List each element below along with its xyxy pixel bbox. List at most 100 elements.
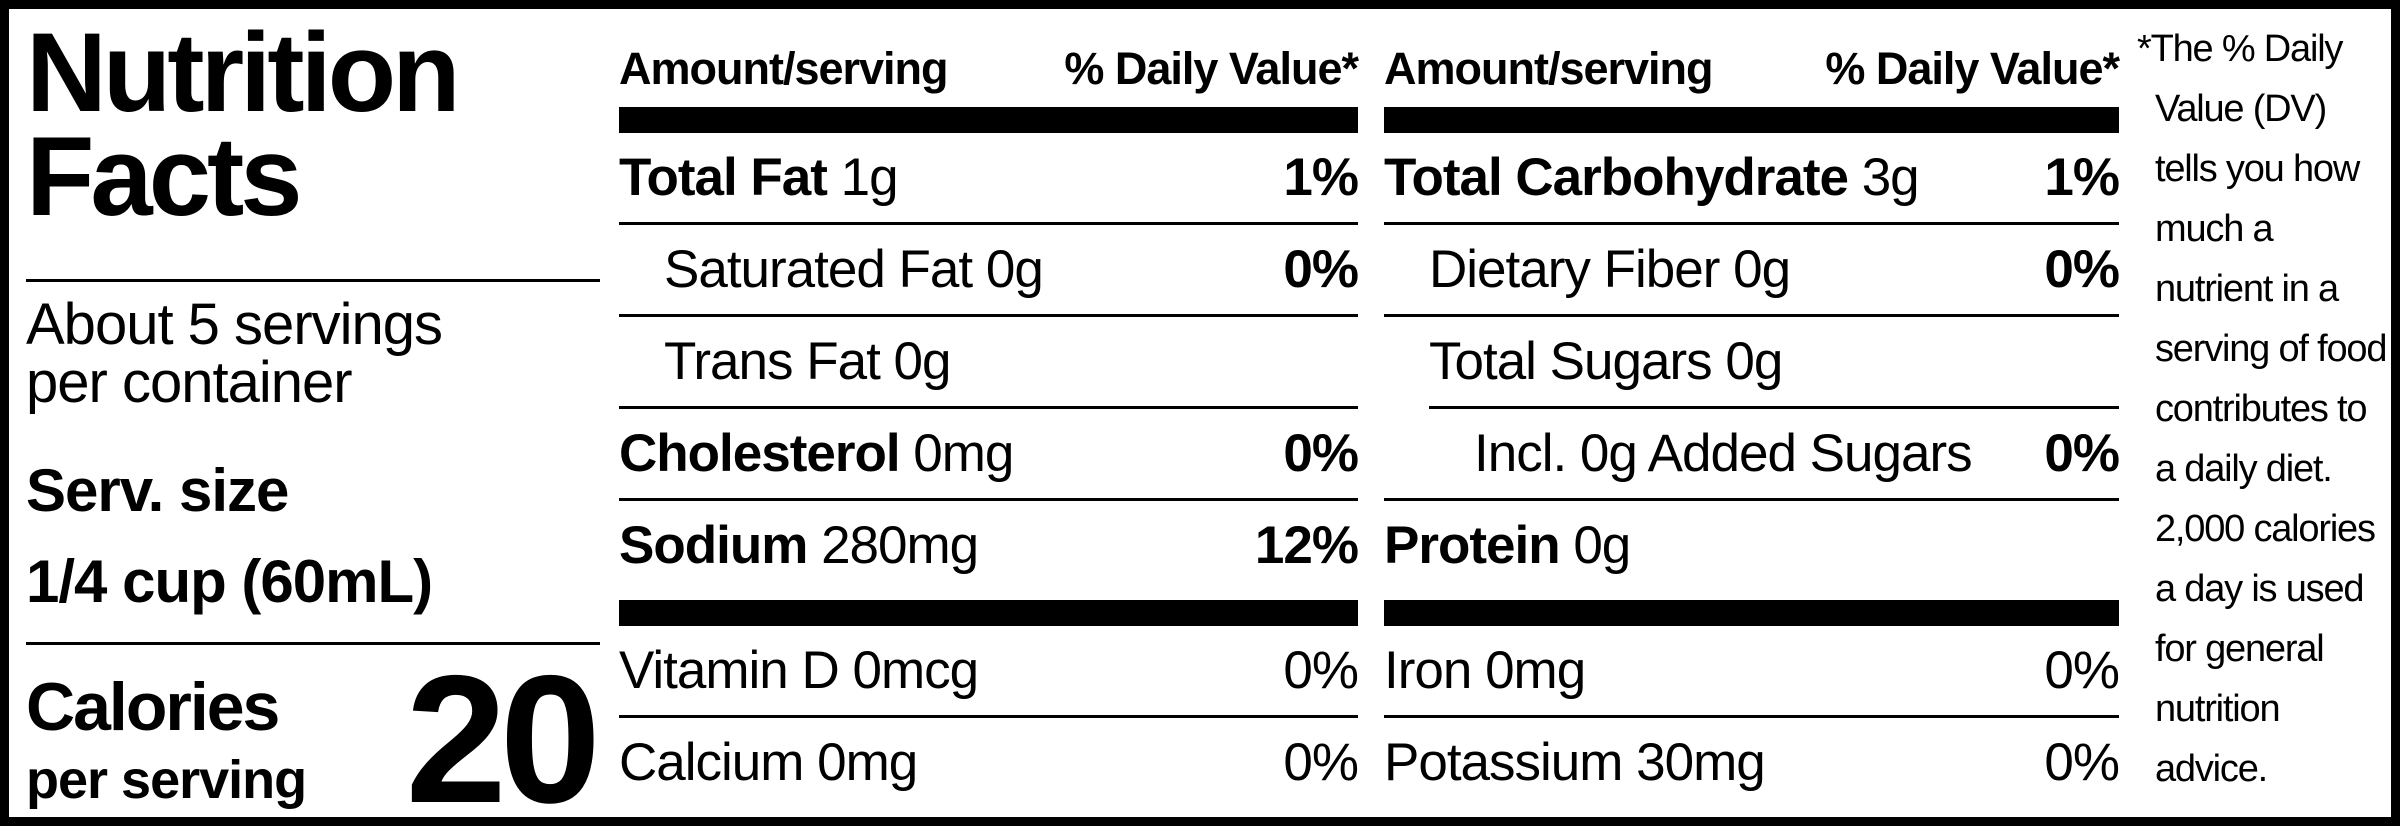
calories-value: 20 bbox=[405, 637, 601, 826]
nutrient-name-amount: Iron 0mg bbox=[1384, 640, 1586, 701]
divider bbox=[26, 642, 600, 646]
nutrient-name: Trans Fat bbox=[664, 332, 881, 391]
footnote-line: a day is used bbox=[2155, 568, 2365, 610]
nutrient-daily-value: 0% bbox=[2044, 240, 2120, 299]
nutrient-amount: 0g bbox=[1573, 516, 1631, 575]
row-separator bbox=[1384, 498, 2119, 501]
serving-size-label: Serv. size bbox=[26, 457, 289, 525]
amount-serving-header: Amount/serving bbox=[619, 43, 949, 94]
nutrient-row: Sodium 280mg 12% bbox=[619, 501, 1359, 590]
footnote-line: a daily diet. bbox=[2155, 448, 2333, 490]
footnote-line: advice. bbox=[2155, 748, 2268, 790]
row-separator bbox=[619, 222, 1358, 225]
row-separator bbox=[1384, 222, 2119, 225]
nutrient-row: Cholesterol 0mg 0% bbox=[619, 409, 1359, 498]
calories-section: Calories per serving 20 bbox=[26, 637, 601, 826]
nutrient-daily-value: 0% bbox=[1283, 424, 1359, 483]
footnote-line: *The % Daily bbox=[2137, 28, 2343, 70]
footnote-line: Value (DV) bbox=[2155, 88, 2327, 130]
amount-serving-header: Amount/serving bbox=[1384, 43, 1714, 94]
nutrient-amount: 0mcg bbox=[852, 641, 980, 700]
nutrient-name-amount: Dietary Fiber 0g bbox=[1384, 239, 1791, 300]
calories-sublabel: per serving bbox=[26, 750, 307, 810]
nutrient-row: Saturated Fat 0g 0% bbox=[619, 225, 1359, 314]
row-separator bbox=[1384, 314, 2119, 317]
nutrient-daily-value: 0% bbox=[2044, 424, 2120, 483]
nutrient-name-amount: Protein 0g bbox=[1384, 515, 1631, 576]
nutrient-amount: 3g bbox=[1861, 148, 1920, 207]
summary-panel: Nutrition Facts About 5 servings per con… bbox=[9, 9, 610, 817]
footnote-line: for general bbox=[2155, 628, 2325, 670]
thick-separator bbox=[1384, 107, 2119, 133]
footnote-line: serving of food bbox=[2155, 328, 2387, 370]
nutrient-amount: 0mg bbox=[817, 733, 918, 792]
nutrient-name: Total Fat bbox=[619, 148, 828, 207]
nutrient-name-amount: Calcium 0mg bbox=[619, 732, 918, 793]
row-separator bbox=[619, 406, 1358, 409]
spacer bbox=[1384, 590, 2119, 600]
nutrient-amount: 0g bbox=[985, 240, 1044, 299]
serving-size-value: 1/4 cup (60mL) bbox=[26, 548, 433, 616]
nutrient-row: Total Fat 1g 1% bbox=[619, 133, 1359, 222]
nutrient-daily-value: 0% bbox=[1283, 641, 1359, 700]
nutrient-name-amount: Incl. 0g Added Sugars bbox=[1384, 423, 1973, 484]
spacer bbox=[619, 590, 1358, 600]
row-separator bbox=[619, 498, 1358, 501]
thick-separator bbox=[1384, 600, 2119, 626]
nutrient-amount: 30mg bbox=[1636, 733, 1766, 792]
nutrient-amount: 0g bbox=[1733, 240, 1791, 299]
footnote: *The % Daily Value (DV) tells you how much … bbox=[2137, 9, 2391, 817]
nutrient-name: Total Carbohydrate bbox=[1384, 148, 1849, 207]
nutrient-row: Calcium 0mg 0% bbox=[619, 718, 1359, 807]
nutrient-name: Sodium bbox=[619, 516, 808, 575]
nutrient-row: Vitamin D 0mcg 0% bbox=[619, 626, 1359, 715]
nutrient-name-amount: Potassium 30mg bbox=[1384, 732, 1766, 793]
nutrient-name: Iron bbox=[1384, 641, 1472, 700]
thick-separator bbox=[619, 107, 1358, 133]
nutrient-name: Dietary Fiber bbox=[1429, 240, 1720, 299]
nutrient-column-fat-sodium: Amount/serving % Daily Value* Total Fat 1g… bbox=[619, 9, 1359, 817]
divider bbox=[26, 279, 600, 283]
daily-value-header: % Daily Value* bbox=[1825, 43, 2120, 94]
servings-line2: per container bbox=[26, 350, 353, 416]
nutrient-row: Incl. 0g Added Sugars 0% bbox=[1384, 409, 2120, 498]
footnote-line: contributes to bbox=[2155, 388, 2368, 430]
label-title: Nutrition Facts bbox=[26, 10, 600, 240]
nutrient-name: Cholesterol bbox=[619, 424, 901, 483]
nutrient-row: Potassium 30mg 0% bbox=[1384, 718, 2120, 807]
nutrient-name: Vitamin D bbox=[619, 641, 840, 700]
calories-labels: Calories per serving bbox=[26, 673, 307, 811]
nutrient-column-carb-protein: Amount/serving % Daily Value* Total Carboh… bbox=[1384, 9, 2120, 817]
nutrient-name: Calcium bbox=[619, 733, 804, 792]
nutrient-daily-value: 12% bbox=[1254, 516, 1359, 575]
nutrient-name: Potassium bbox=[1384, 733, 1623, 792]
column-header: Amount/serving % Daily Value* bbox=[619, 23, 1359, 107]
label-title-line1: Nutrition bbox=[26, 10, 461, 135]
nutrient-name-amount: Sodium 280mg bbox=[619, 515, 979, 576]
nutrient-name: Total Sugars bbox=[1429, 332, 1713, 391]
nutrient-name: Saturated Fat bbox=[664, 240, 973, 299]
footnote-line: 2,000 calories bbox=[2155, 508, 2376, 550]
nutrient-name-amount: Cholesterol 0mg bbox=[619, 423, 1014, 484]
nutrient-daily-value: 0% bbox=[1283, 733, 1359, 792]
nutrient-name-amount: Total Sugars 0g bbox=[1384, 331, 1783, 392]
footnote-line: nutrition bbox=[2155, 688, 2281, 730]
label-title-line2: Facts bbox=[26, 114, 303, 240]
nutrient-name-amount: Trans Fat 0g bbox=[619, 331, 951, 392]
nutrient-amount: 0mg bbox=[913, 424, 1014, 483]
servings-line1: About 5 servings bbox=[26, 292, 443, 358]
nutrient-name-amount: Saturated Fat 0g bbox=[619, 239, 1044, 300]
column-header: Amount/serving % Daily Value* bbox=[1384, 23, 2120, 107]
nutrient-daily-value: 0% bbox=[2044, 641, 2120, 700]
nutrient-amount: 0mg bbox=[1485, 641, 1586, 700]
nutrient-amount: 0g bbox=[893, 332, 952, 391]
row-separator bbox=[1429, 406, 2119, 409]
nutrient-row: Total Carbohydrate 3g 1% bbox=[1384, 133, 2120, 222]
servings-per-container: About 5 servings per container bbox=[26, 296, 600, 412]
nutrient-daily-value: 0% bbox=[1283, 240, 1359, 299]
row-separator bbox=[1384, 715, 2119, 718]
nutrient-row: Iron 0mg 0% bbox=[1384, 626, 2120, 715]
footnote-line: tells you how bbox=[2155, 148, 2360, 190]
nutrient-row: Total Sugars 0g bbox=[1384, 317, 2119, 406]
